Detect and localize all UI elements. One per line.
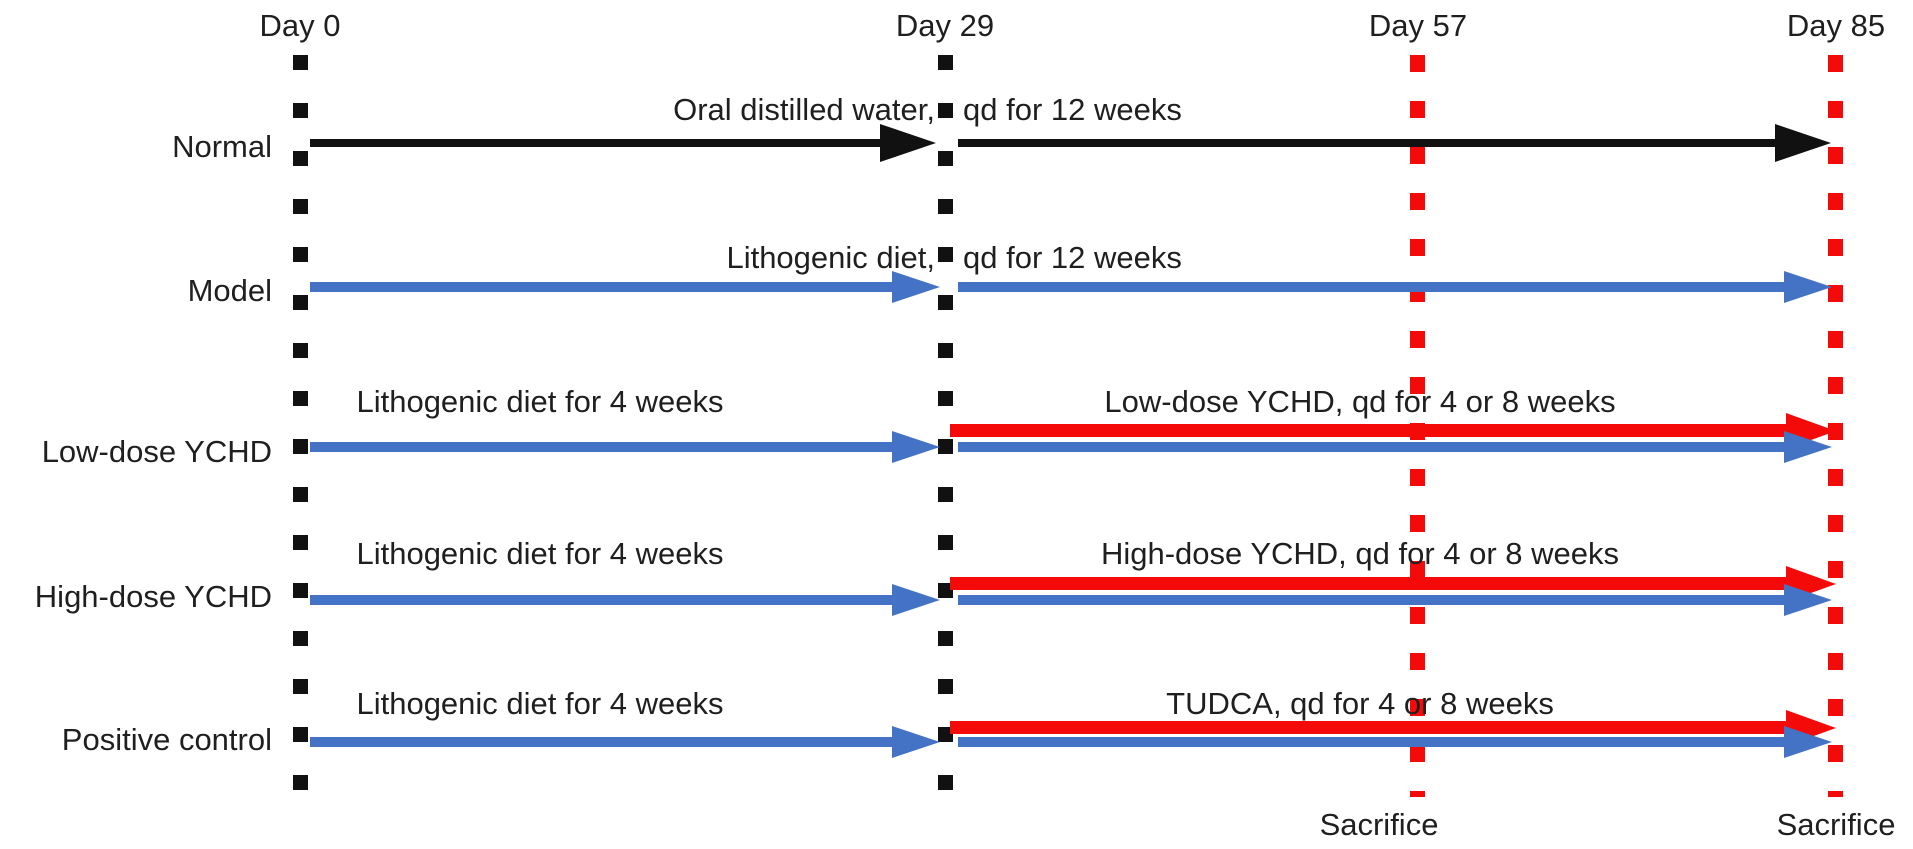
normal-water-arrow-phase1 <box>310 139 880 147</box>
day-57-label: Day 57 <box>1368 8 1468 43</box>
group-label-low-dose-ychd: Low-dose YCHD <box>41 434 272 469</box>
low-dose-diet-arrow-phase1 <box>310 442 892 452</box>
day-29-dashed-line <box>938 55 953 797</box>
day-0-dashed-line <box>293 55 308 797</box>
normal-water-arrow-phase2 <box>958 139 1775 147</box>
low-dose-treatment-arrow <box>950 424 1786 437</box>
phase1-text-positive-control: Lithogenic diet for 4 weeks <box>356 686 724 721</box>
positive-control-diet-arrow-phase1 <box>310 737 892 747</box>
phase1-text-low-dose: Lithogenic diet for 4 weeks <box>356 384 724 419</box>
phase2-text-high-dose: High-dose YCHD, qd for 4 or 8 weeks <box>1100 536 1620 571</box>
phase2-text-positive-control: TUDCA, qd for 4 or 8 weeks <box>1166 686 1554 721</box>
positive-control-treatment-arrow <box>950 721 1786 734</box>
phase1-text-normal: Oral distilled water, <box>673 92 935 127</box>
model-diet-arrow-phase1 <box>310 282 892 292</box>
phase1-text-high-dose: Lithogenic diet for 4 weeks <box>356 536 724 571</box>
positive-control-diet-arrow-phase2 <box>958 737 1784 747</box>
group-label-high-dose-ychd: High-dose YCHD <box>34 579 272 614</box>
low-dose-diet-arrow-phase2 <box>958 442 1784 452</box>
group-label-model: Model <box>187 273 272 308</box>
phase2-text-low-dose: Low-dose YCHD, qd for 4 or 8 weeks <box>1104 384 1616 419</box>
group-label-normal: Normal <box>172 129 272 164</box>
group-label-positive-control: Positive control <box>61 722 272 757</box>
high-dose-treatment-arrow <box>950 577 1786 590</box>
day-29-label: Day 29 <box>895 8 995 43</box>
phase2-text-normal: qd for 12 weeks <box>963 92 1182 127</box>
phase2-text-model: qd for 12 weeks <box>963 240 1182 275</box>
phase1-text-model: Lithogenic diet, <box>726 240 935 275</box>
day-0-label: Day 0 <box>259 8 341 43</box>
model-diet-arrow-phase2 <box>958 282 1784 292</box>
high-dose-diet-arrow-phase2 <box>958 595 1784 605</box>
day-85-label: Day 85 <box>1786 8 1886 43</box>
sacrifice-label-day85: Sacrifice <box>1776 807 1896 842</box>
sacrifice-label-day57: Sacrifice <box>1319 807 1439 842</box>
high-dose-diet-arrow-phase1 <box>310 595 892 605</box>
